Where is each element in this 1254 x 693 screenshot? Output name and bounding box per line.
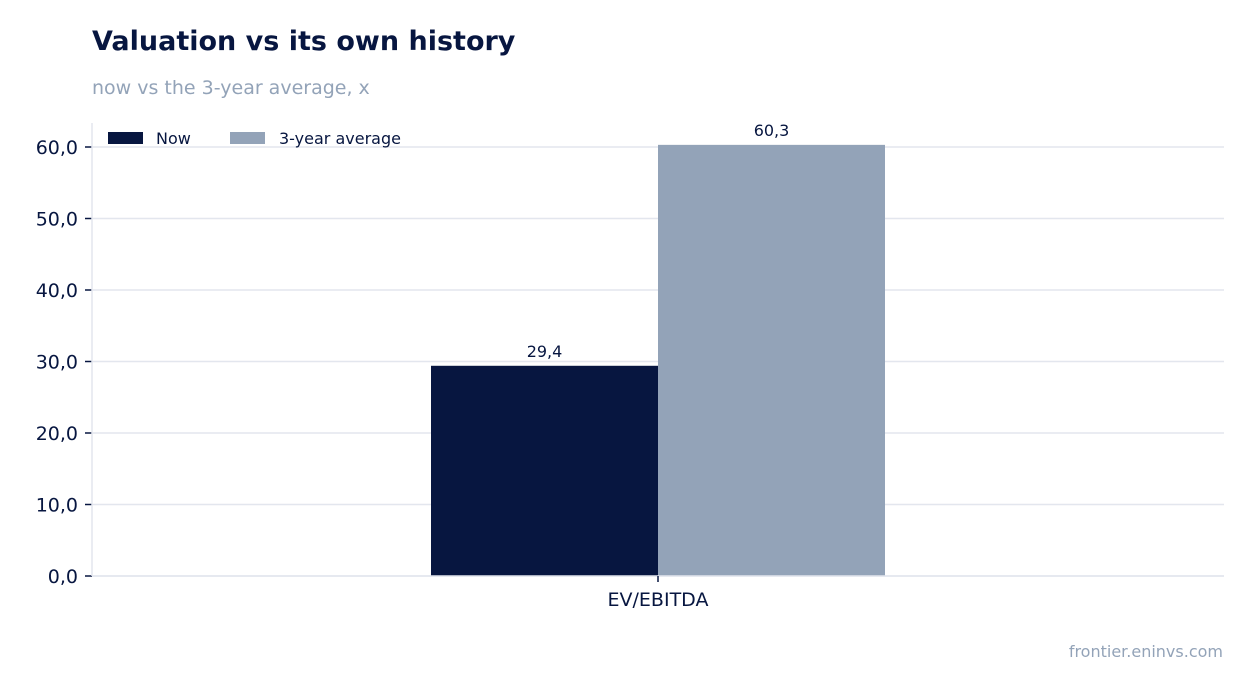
y-tick-label: 50,0 [36,209,78,231]
legend-label: Now [156,129,191,148]
legend-label: 3-year average [279,129,401,148]
y-tick-label: 0,0 [48,566,78,588]
y-tick-label: 60,0 [36,137,78,159]
legend-swatch [230,132,265,144]
data-label: 29,4 [527,342,563,361]
data-label: 60,3 [754,121,790,140]
source-credit: frontier.eninvs.com [1068,642,1223,661]
x-tick-label: EV/EBITDA [608,589,709,611]
chart-title: Valuation vs its own history [92,26,516,57]
y-tick-label: 40,0 [36,280,78,302]
data-labels: 29,4 60,3 [527,121,790,361]
y-tick-label: 20,0 [36,423,78,445]
axes: 0,0 10,0 20,0 30,0 40,0 50,0 60,0 EV/EBITDA [36,123,1224,611]
legend: Now 3-year average [108,129,401,148]
y-tick-label: 10,0 [36,495,78,517]
legend-swatch [108,132,143,144]
y-tick-label: 30,0 [36,352,78,374]
bar-3-year-average [658,144,885,577]
bars [431,144,885,577]
bar-now [431,365,658,576]
chart-subtitle: now vs the 3-year average, x [92,77,370,99]
